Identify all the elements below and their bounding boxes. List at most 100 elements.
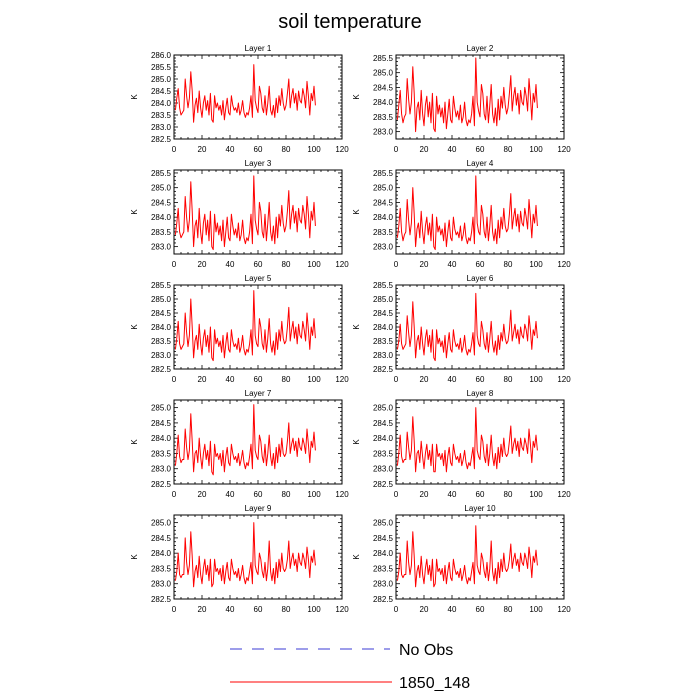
y-tick-label: 284.0	[151, 99, 172, 108]
x-tick-label: 20	[198, 145, 207, 154]
x-tick-label: 0	[394, 145, 399, 154]
x-tick-label: 100	[529, 145, 543, 154]
y-tick-label: 283.0	[151, 351, 172, 360]
y-tick-label: 285.5	[151, 169, 172, 178]
panel-layer-7: Layer 7 0 20 40 60 80 100 120 282.5 283.0 283.5 284…	[130, 389, 349, 499]
x-tick-label: 0	[394, 490, 399, 499]
panel-layer-1: Layer 1 0 20 40 60 80 100 120 282.5 283.0 283.5 284…	[130, 44, 349, 154]
y-axis-label: K	[130, 209, 139, 215]
x-tick-label: 80	[282, 605, 291, 614]
y-tick-label: 285.0	[151, 184, 172, 193]
series-line-1850-148	[174, 404, 316, 476]
series-line-1850-148	[396, 292, 538, 362]
y-tick-label: 285.5	[151, 63, 172, 72]
x-tick-label: 100	[529, 605, 543, 614]
x-tick-label: 120	[557, 490, 571, 499]
x-tick-label: 20	[198, 605, 207, 614]
x-tick-label: 0	[394, 375, 399, 384]
y-axis-label: K	[130, 554, 139, 560]
y-tick-label: 284.5	[373, 419, 394, 428]
x-tick-label: 60	[254, 145, 263, 154]
x-tick-label: 120	[335, 605, 349, 614]
y-tick-label: 283.5	[151, 228, 172, 237]
y-tick-label: 283.0	[151, 465, 172, 474]
x-tick-label: 120	[335, 490, 349, 499]
panel-layer-10: Layer 10 0 20 40 60 80 100 120 282.5 283.0 283.5 28…	[352, 504, 571, 614]
y-tick-label: 282.5	[151, 135, 172, 144]
y-axis-label: K	[130, 324, 139, 330]
y-tick-label: 284.5	[151, 419, 172, 428]
y-tick-label: 285.5	[151, 281, 172, 290]
y-tick-label: 285.0	[373, 519, 394, 528]
y-tick-label: 285.0	[151, 404, 172, 413]
y-tick-label: 285.0	[373, 69, 394, 78]
x-tick-label: 40	[226, 145, 235, 154]
x-tick-label: 60	[476, 375, 485, 384]
y-tick-label: 285.5	[373, 169, 394, 178]
panel-title: Layer 4	[467, 159, 494, 168]
x-tick-label: 100	[529, 490, 543, 499]
x-tick-label: 20	[420, 490, 429, 499]
series-line-1850-148	[174, 290, 316, 362]
panel-title: Layer 2	[467, 44, 494, 53]
x-tick-label: 80	[282, 490, 291, 499]
panel-layer-4: Layer 4 0 20 40 60 80 100 120 283.0 283.5 284.0 284…	[352, 159, 571, 269]
y-tick-label: 284.0	[151, 213, 172, 222]
y-tick-label: 284.0	[373, 434, 394, 443]
x-tick-label: 40	[448, 145, 457, 154]
y-tick-label: 284.0	[151, 434, 172, 443]
y-tick-label: 283.0	[373, 580, 394, 589]
y-tick-label: 284.5	[373, 198, 394, 207]
x-tick-label: 60	[476, 260, 485, 269]
panel-title: Layer 1	[245, 44, 272, 53]
panel-layer-6: Layer 6 0 20 40 60 80 100 120 282.5 283.0 283.5 284…	[352, 274, 571, 384]
y-tick-label: 283.5	[373, 337, 394, 346]
y-tick-label: 285.0	[151, 519, 172, 528]
x-tick-label: 40	[448, 490, 457, 499]
panel-title: Layer 7	[245, 389, 272, 398]
x-tick-label: 0	[172, 605, 177, 614]
x-tick-label: 0	[394, 605, 399, 614]
y-tick-label: 282.5	[151, 480, 172, 489]
x-tick-label: 80	[282, 375, 291, 384]
y-tick-label: 283.0	[151, 123, 172, 132]
panel-title: Layer 9	[245, 504, 272, 513]
x-tick-label: 60	[254, 490, 263, 499]
x-tick-label: 100	[307, 605, 321, 614]
x-tick-label: 20	[198, 260, 207, 269]
legend-1850-148-label: 1850_148	[399, 675, 470, 692]
y-axis-label: K	[352, 324, 361, 330]
y-tick-label: 284.5	[151, 534, 172, 543]
y-tick-label: 285.0	[151, 295, 172, 304]
x-tick-label: 120	[557, 145, 571, 154]
series-line-1850-148	[396, 407, 538, 473]
x-tick-label: 120	[335, 145, 349, 154]
y-axis-label: K	[130, 439, 139, 445]
panel-title: Layer 8	[467, 389, 494, 398]
y-tick-label: 283.0	[373, 128, 394, 137]
x-tick-label: 100	[529, 260, 543, 269]
y-tick-label: 286.0	[151, 51, 172, 60]
y-tick-label: 283.0	[151, 243, 172, 252]
y-tick-label: 282.5	[373, 365, 394, 374]
series-line-1850-148	[174, 175, 316, 251]
x-tick-label: 100	[529, 375, 543, 384]
legend-no-obs-label: No Obs	[399, 642, 453, 659]
panel-title: Layer 5	[245, 274, 272, 283]
x-tick-label: 0	[172, 375, 177, 384]
x-tick-label: 100	[307, 145, 321, 154]
y-tick-label: 284.5	[373, 534, 394, 543]
x-tick-label: 60	[476, 605, 485, 614]
y-tick-label: 283.5	[373, 113, 394, 122]
x-tick-label: 80	[504, 490, 513, 499]
x-tick-label: 100	[307, 490, 321, 499]
x-tick-label: 40	[448, 260, 457, 269]
x-tick-label: 20	[198, 375, 207, 384]
x-tick-label: 100	[307, 260, 321, 269]
x-tick-label: 60	[254, 605, 263, 614]
y-tick-label: 284.5	[151, 87, 172, 96]
y-tick-label: 284.0	[373, 98, 394, 107]
panel-title: Layer 3	[245, 159, 272, 168]
x-tick-label: 60	[254, 260, 263, 269]
